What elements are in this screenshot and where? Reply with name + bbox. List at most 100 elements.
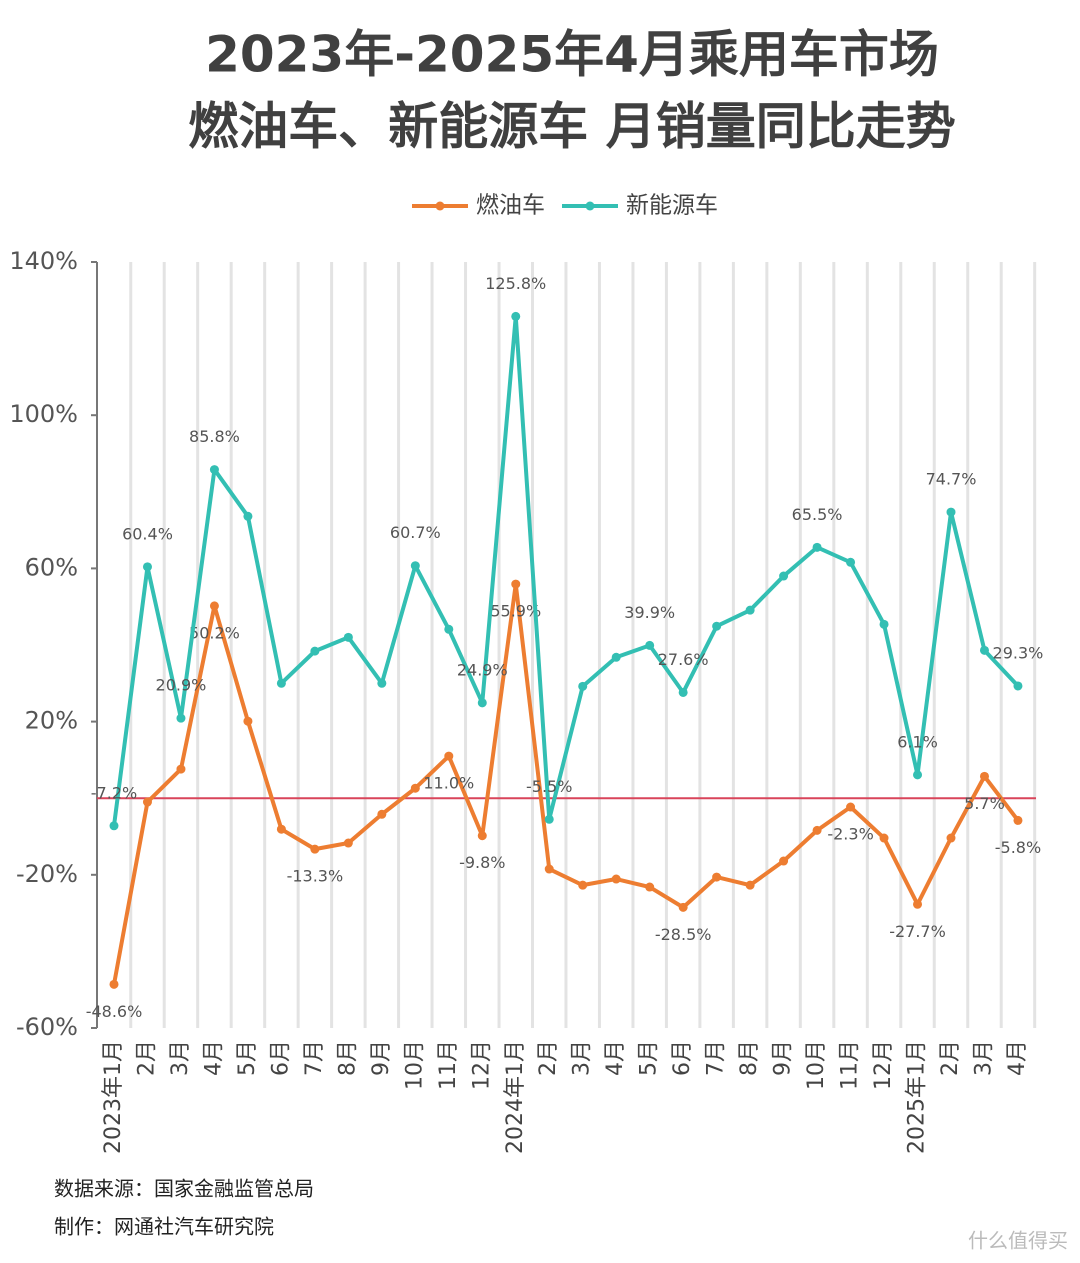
- series-line: [112, 582, 1020, 985]
- x-tick-label: 4月: [603, 1040, 628, 1076]
- y-tick-label: 20%: [25, 707, 78, 735]
- data-point: [243, 716, 253, 726]
- data-label: 11.0%: [423, 774, 474, 793]
- data-label: 55.9%: [490, 602, 541, 621]
- data-point: [109, 821, 119, 831]
- data-point: [176, 713, 186, 723]
- data-point: [611, 652, 621, 662]
- data-point: [511, 579, 521, 589]
- x-tick-label: 12月: [871, 1040, 896, 1090]
- data-label: 27.6%: [658, 650, 709, 669]
- data-point: [678, 902, 688, 912]
- data-point: [779, 571, 789, 581]
- x-tick-label: 2024年1月: [503, 1040, 528, 1154]
- data-label: -7.2%: [91, 783, 137, 802]
- data-label: -27.7%: [889, 922, 946, 941]
- data-point: [712, 872, 722, 882]
- data-point: [913, 770, 923, 780]
- data-point: [410, 783, 420, 793]
- x-tick-label: 6月: [268, 1040, 293, 1076]
- data-point: [142, 562, 152, 572]
- data-point: [310, 646, 320, 656]
- y-tick-label: -60%: [16, 1013, 78, 1041]
- series-line: [112, 314, 1020, 827]
- data-point: [176, 764, 186, 774]
- data-label: 50.2%: [189, 623, 240, 642]
- data-point: [343, 632, 353, 642]
- data-point: [812, 542, 822, 552]
- data-point: [779, 856, 789, 866]
- x-tick-label: 3月: [570, 1040, 595, 1076]
- y-tick-label: 60%: [25, 553, 78, 581]
- data-point: [377, 678, 387, 688]
- data-point: [109, 979, 119, 989]
- y-tick-label: 140%: [9, 247, 78, 275]
- data-point: [142, 797, 152, 807]
- x-tick-label: 6月: [670, 1040, 695, 1076]
- data-label: 65.5%: [792, 505, 843, 524]
- legend-marker: [435, 201, 445, 211]
- author-note: 制作：网通社汽车研究院: [54, 1215, 274, 1239]
- x-tick-label: 10月: [402, 1040, 427, 1090]
- data-point: [745, 880, 755, 890]
- data-point: [846, 802, 856, 812]
- source-note: 数据来源：国家金融监管总局: [54, 1177, 314, 1201]
- data-label: 20.9%: [156, 676, 207, 695]
- data-point: [444, 624, 454, 634]
- chart-subtitle: 燃油车、新能源车 月销量同比走势: [188, 98, 955, 156]
- data-label: 74.7%: [926, 470, 977, 489]
- x-tick-label: 7月: [302, 1040, 327, 1076]
- data-point: [544, 864, 554, 874]
- y-tick-label: 100%: [9, 400, 78, 428]
- data-point: [946, 833, 956, 843]
- data-label: -5.5%: [526, 777, 572, 796]
- data-point: [477, 831, 487, 841]
- data-point: [1013, 681, 1023, 691]
- data-point: [678, 687, 688, 697]
- data-point: [477, 698, 487, 708]
- data-point: [812, 825, 822, 835]
- data-label: 125.8%: [485, 274, 546, 293]
- data-label: 60.4%: [122, 524, 173, 543]
- watermark: 什么值得买: [968, 1229, 1068, 1253]
- data-label: 39.9%: [624, 603, 675, 622]
- x-tick-label: 2月: [536, 1040, 561, 1076]
- data-point: [377, 809, 387, 819]
- data-point: [611, 874, 621, 884]
- x-tick-label: 8月: [737, 1040, 762, 1076]
- data-point: [209, 465, 219, 475]
- data-point: [578, 681, 588, 691]
- x-tick-label: 9月: [369, 1040, 394, 1076]
- data-point: [979, 645, 989, 655]
- data-point: [276, 678, 286, 688]
- data-point: [243, 511, 253, 521]
- data-point: [544, 814, 554, 824]
- legend-marker: [585, 201, 595, 211]
- data-point: [276, 824, 286, 834]
- data-point: [946, 507, 956, 517]
- data-point: [879, 619, 889, 629]
- x-tick-label: 7月: [704, 1040, 729, 1076]
- data-label: -28.5%: [655, 925, 712, 944]
- x-tick-label: 3月: [168, 1040, 193, 1076]
- data-label: -5.8%: [995, 838, 1041, 857]
- data-point: [745, 605, 755, 615]
- data-point: [1013, 815, 1023, 825]
- data-point: [712, 621, 722, 631]
- x-tick-label: 12月: [469, 1040, 494, 1090]
- x-tick-label: 2023年1月: [101, 1040, 126, 1154]
- data-point: [209, 601, 219, 611]
- data-point: [578, 880, 588, 890]
- x-tick-label: 4月: [201, 1040, 226, 1076]
- data-point: [310, 844, 320, 854]
- data-point: [444, 751, 454, 761]
- data-point: [645, 882, 655, 892]
- x-tick-label: 2025年1月: [905, 1040, 930, 1154]
- x-tick-label: 2月: [134, 1040, 159, 1076]
- data-point: [846, 557, 856, 567]
- x-tick-label: 3月: [971, 1040, 996, 1076]
- data-point: [913, 899, 923, 909]
- data-label: 60.7%: [390, 523, 441, 542]
- data-label: 85.8%: [189, 427, 240, 446]
